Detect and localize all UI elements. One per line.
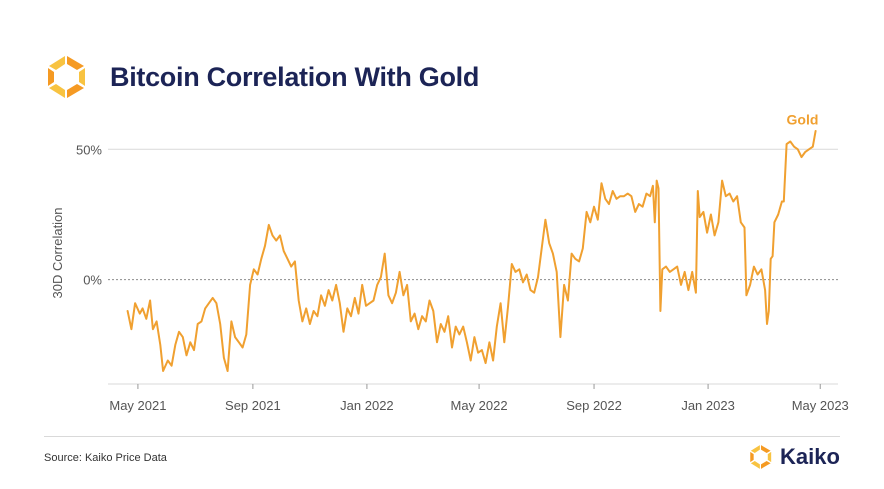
source-note: Source: Kaiko Price Data — [44, 452, 167, 464]
page-title: Bitcoin Correlation With Gold — [110, 61, 480, 92]
header: Bitcoin Correlation With Gold — [44, 52, 479, 102]
y-tick-label: 50% — [76, 142, 102, 157]
x-tick-label: Sep 2022 — [566, 398, 622, 413]
x-tick-label: Jan 2023 — [681, 398, 735, 413]
axes-layer — [108, 383, 838, 389]
x-tick-label: Sep 2021 — [225, 398, 281, 413]
y-tick-label: 0% — [83, 273, 102, 288]
series-line-gold — [126, 130, 817, 372]
footer-divider — [44, 436, 840, 437]
y-axis-label: 30D Correlation — [50, 207, 65, 298]
x-tick-label: May 2023 — [792, 398, 849, 413]
brand: Kaiko — [748, 441, 840, 473]
x-tick-label: May 2021 — [109, 398, 166, 413]
x-tick-label: May 2022 — [451, 398, 508, 413]
kaiko-logo-icon — [48, 56, 85, 98]
series-label-gold: Gold — [787, 111, 819, 127]
brand-name: Kaiko — [780, 444, 840, 469]
x-tick-label: Jan 2022 — [340, 398, 394, 413]
label-layer: 0% 50% May 2021 Sep 2021 Jan 2022 May 2022 Sep… — [50, 111, 849, 413]
kaiko-logo-icon — [750, 445, 772, 469]
series-layer — [126, 130, 817, 372]
grid-layer — [108, 148, 838, 281]
